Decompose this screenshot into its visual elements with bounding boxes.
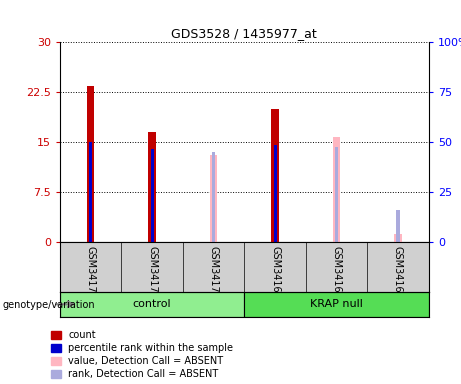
Text: GSM341697: GSM341697	[270, 246, 280, 305]
Text: GSM341698: GSM341698	[331, 246, 342, 305]
Bar	[210, 156, 217, 242]
Bar	[244, 292, 429, 317]
Bar	[212, 152, 215, 242]
Text: GSM341699: GSM341699	[393, 246, 403, 305]
Bar	[60, 292, 244, 317]
Title: GDS3528 / 1435977_at: GDS3528 / 1435977_at	[171, 26, 317, 40]
Text: GSM341701: GSM341701	[147, 246, 157, 305]
Bar	[89, 142, 92, 242]
Bar	[335, 147, 338, 242]
Text: GSM341700: GSM341700	[86, 246, 96, 305]
Bar	[272, 109, 279, 242]
Text: genotype/variation: genotype/variation	[2, 300, 95, 310]
Bar	[333, 137, 340, 242]
Legend: count, percentile rank within the sample, value, Detection Call = ABSENT, rank, : count, percentile rank within the sample…	[51, 330, 233, 379]
Bar	[87, 86, 95, 242]
Text: KRAP null: KRAP null	[310, 299, 363, 310]
Bar	[273, 146, 277, 242]
Text: control: control	[133, 299, 171, 310]
Bar	[148, 132, 156, 242]
Bar	[151, 149, 154, 242]
Bar	[396, 210, 400, 242]
Bar	[335, 149, 338, 242]
Text: GSM341702: GSM341702	[208, 246, 219, 305]
Bar	[394, 234, 402, 242]
